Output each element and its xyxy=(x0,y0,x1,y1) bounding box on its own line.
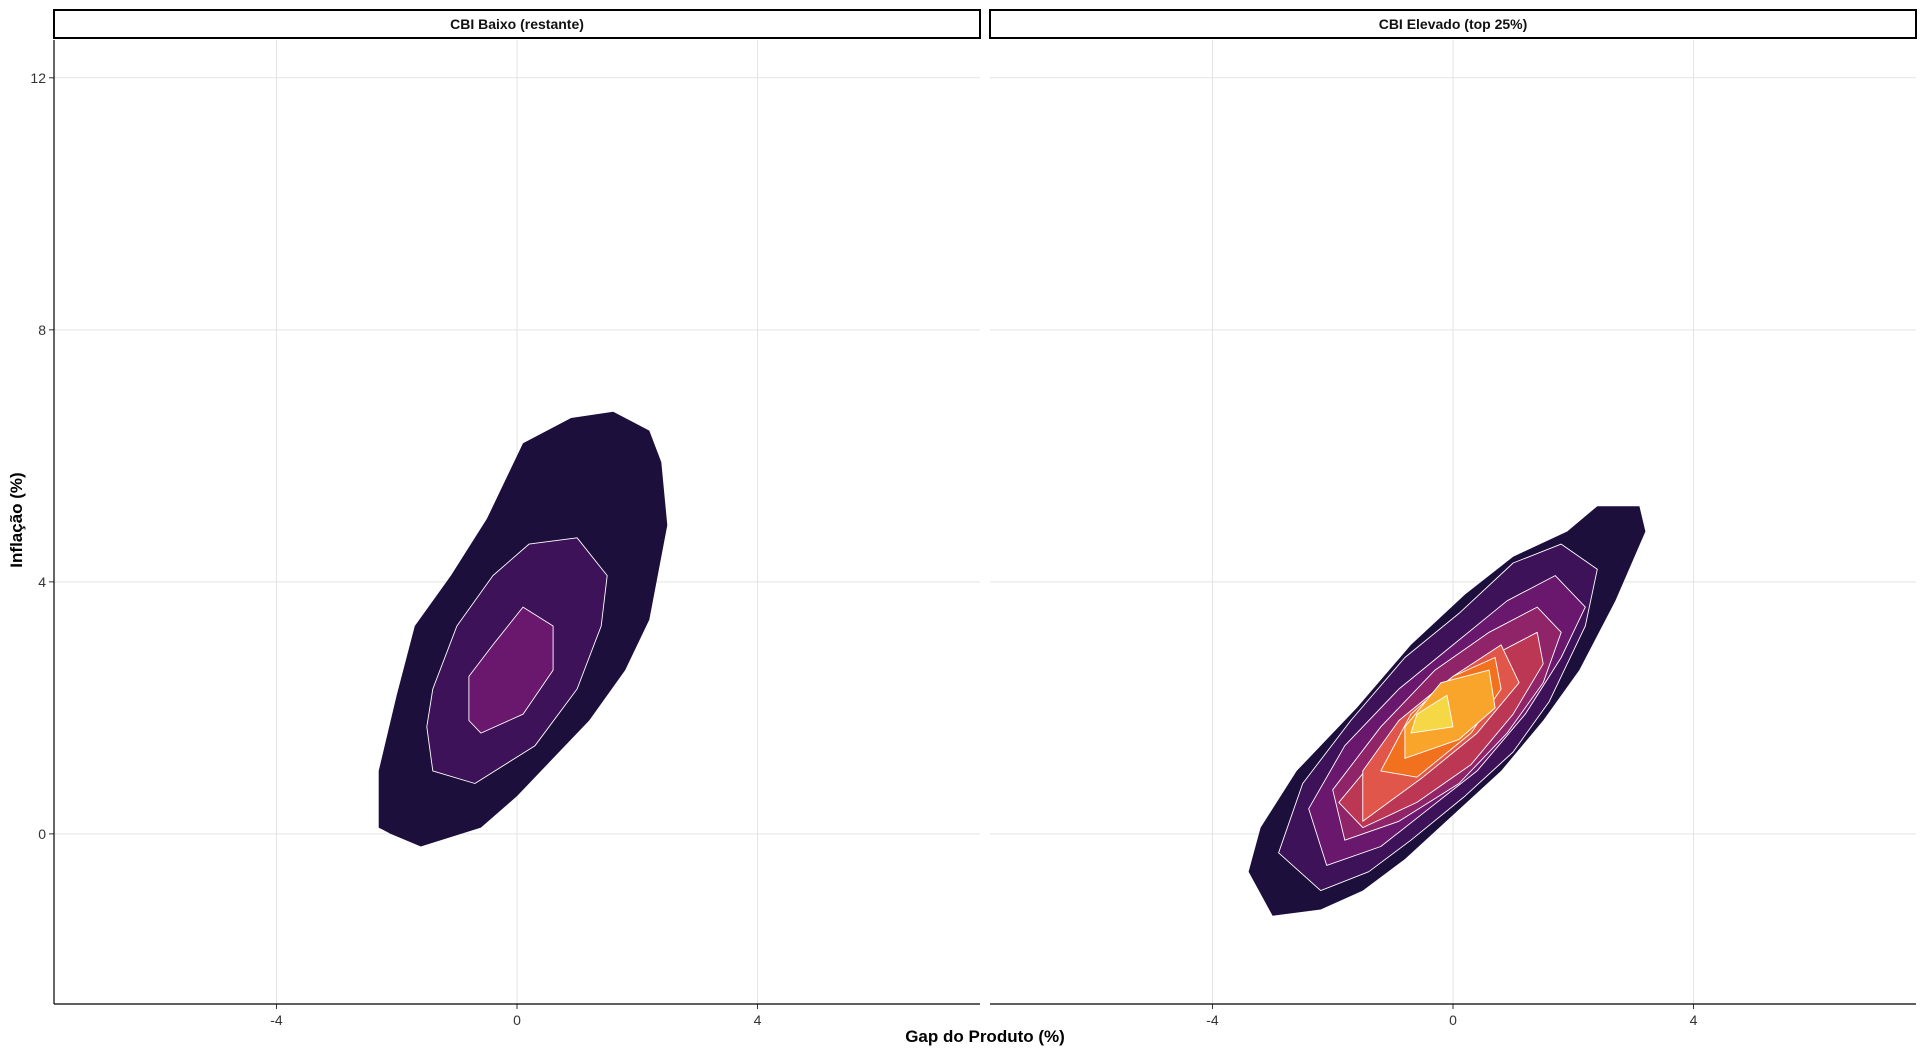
x-axis-title: Gap do Produto (%) xyxy=(905,1027,1065,1046)
x-tick-label: 0 xyxy=(1449,1012,1457,1028)
y-axis-ticks: 0 4 8 12 xyxy=(30,70,54,842)
panel-left-strip xyxy=(53,9,981,39)
panel-right-x-ticks: -4 0 4 xyxy=(1206,1004,1698,1028)
panel-right-title: CBI Elevado (top 25%) xyxy=(1379,16,1528,32)
x-tick-label: 4 xyxy=(1690,1012,1698,1028)
panel-left: CBI Baixo (restante) -4 0 4 xyxy=(53,9,981,1028)
panel-right-strip xyxy=(989,9,1917,39)
panel-right: CBI Elevado (top 25%) -4 0 4 xyxy=(989,9,1917,1028)
y-tick-label: 0 xyxy=(38,826,46,842)
density-level-9 xyxy=(1410,694,1454,734)
panel-left-x-ticks: -4 0 4 xyxy=(270,1004,762,1028)
panel-right-contours xyxy=(1248,506,1646,916)
y-axis-title: Inflação (%) xyxy=(7,472,26,567)
y-tick-label: 4 xyxy=(38,574,46,590)
x-tick-label: -4 xyxy=(1206,1012,1219,1028)
density-level-3 xyxy=(468,606,554,734)
panel-left-contours xyxy=(378,411,668,847)
x-tick-label: 4 xyxy=(754,1012,762,1028)
panel-left-title: CBI Baixo (restante) xyxy=(450,16,584,32)
y-tick-label: 12 xyxy=(30,70,46,86)
x-tick-label: -4 xyxy=(270,1012,283,1028)
x-tick-label: 0 xyxy=(513,1012,521,1028)
panel-right-grid xyxy=(990,40,1916,1004)
y-tick-label: 8 xyxy=(38,322,46,338)
